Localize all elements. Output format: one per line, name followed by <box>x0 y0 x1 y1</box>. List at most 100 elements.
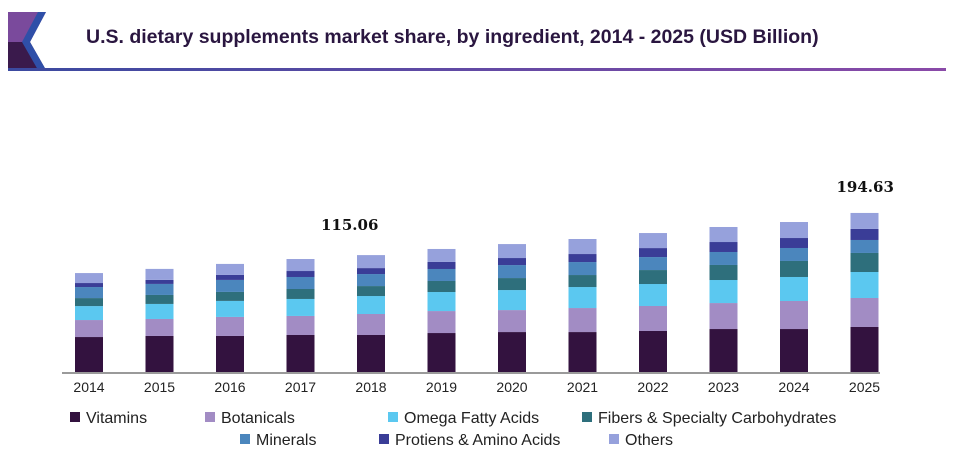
bar-segment-botanicals-2015 <box>145 318 174 336</box>
bar-segment-minerals-2020 <box>498 265 526 279</box>
bar-segment-omega-fatty-acids-2019 <box>427 292 456 312</box>
legend-item: Fibers & Specialty Carbohydrates <box>582 410 836 428</box>
bar-segment-protiens-amino-acids-2015 <box>145 279 174 284</box>
bar-segment-fibers-specialty-carbohydrates-2018 <box>357 286 385 297</box>
x-tick-label: 2019 <box>426 379 457 395</box>
company-logo <box>8 12 46 70</box>
legend-label: Protiens & Amino Acids <box>395 432 561 449</box>
bar-segment-fibers-specialty-carbohydrates-2014 <box>75 298 103 307</box>
legend-label: Vitamins <box>86 410 148 427</box>
bar-segment-others-2020 <box>498 244 526 259</box>
bar-segment-omega-fatty-acids-2020 <box>498 290 526 311</box>
x-tick-label: 2018 <box>355 379 386 395</box>
bar-segment-minerals-2015 <box>145 283 174 295</box>
bar-segment-protiens-amino-acids-2024 <box>780 238 808 248</box>
legend-item: Vitamins <box>70 410 147 428</box>
bar-segment-omega-fatty-acids-2015 <box>145 303 174 319</box>
annotations: 115.06 194.63 <box>321 178 894 234</box>
bar-segment-fibers-specialty-carbohydrates-2017 <box>286 288 315 299</box>
bar-segment-omega-fatty-acids-2025 <box>850 272 879 298</box>
bar-segment-omega-fatty-acids-2018 <box>357 296 385 314</box>
legend-swatch <box>70 412 80 422</box>
bar-segment-others-2019 <box>427 248 456 262</box>
bar-segment-omega-fatty-acids-2017 <box>286 298 315 316</box>
bar-segment-omega-fatty-acids-2014 <box>75 306 103 321</box>
legend-label: Others <box>625 432 674 449</box>
bar-segment-omega-fatty-acids-2021 <box>568 287 597 309</box>
legend-item: Others <box>609 432 673 450</box>
bar-segment-botanicals-2017 <box>286 315 315 335</box>
bar-segment-vitamins-2021 <box>568 332 597 372</box>
bar-segment-vitamins-2019 <box>427 333 456 372</box>
bar-segment-vitamins-2023 <box>709 329 738 372</box>
bar-segment-protiens-amino-acids-2021 <box>568 254 597 263</box>
x-tick-label: 2024 <box>778 379 809 395</box>
legend-item: Botanicals <box>205 410 295 428</box>
stacked-bar-chart: 2014 2015 2016 2017 2018 2019 2020 2021 2022 2023… <box>62 178 894 395</box>
bar-segment-protiens-amino-acids-2025 <box>850 228 879 240</box>
bar-segment-protiens-amino-acids-2019 <box>427 261 456 269</box>
bar-segment-botanicals-2021 <box>568 308 597 333</box>
bar-segment-others-2015 <box>145 268 174 280</box>
bar-segment-minerals-2023 <box>709 251 738 265</box>
legend-swatch <box>609 434 619 444</box>
bar-segment-vitamins-2020 <box>498 332 526 372</box>
bar-segment-others-2014 <box>75 273 103 284</box>
bar-segment-protiens-amino-acids-2014 <box>75 283 103 288</box>
bar-segment-others-2025 <box>850 212 879 229</box>
legend-item: Protiens & Amino Acids <box>379 432 560 450</box>
x-tick-label: 2020 <box>496 379 527 395</box>
bar-segment-fibers-specialty-carbohydrates-2023 <box>709 264 738 281</box>
bar-segment-vitamins-2016 <box>216 335 244 372</box>
title-divider <box>8 68 946 71</box>
bar-segment-vitamins-2017 <box>286 334 315 372</box>
bar-segment-omega-fatty-acids-2022 <box>639 284 667 306</box>
bar-segment-botanicals-2024 <box>780 301 808 330</box>
bar-segment-fibers-specialty-carbohydrates-2015 <box>145 294 174 304</box>
x-tick-label: 2023 <box>708 379 739 395</box>
bar-segment-fibers-specialty-carbohydrates-2021 <box>568 275 597 288</box>
bar-segment-botanicals-2025 <box>850 297 879 327</box>
bar-segment-botanicals-2019 <box>427 311 456 334</box>
bar-segment-omega-fatty-acids-2016 <box>216 300 244 317</box>
bar-segment-vitamins-2024 <box>780 329 808 372</box>
bar-segment-vitamins-2015 <box>145 335 174 372</box>
bar-segment-others-2017 <box>286 259 315 272</box>
bar-segment-fibers-specialty-carbohydrates-2022 <box>639 270 667 285</box>
bar-segment-others-2024 <box>780 222 808 239</box>
bar-segment-botanicals-2020 <box>498 310 526 333</box>
bar-segment-protiens-amino-acids-2022 <box>639 248 667 258</box>
bar-segment-protiens-amino-acids-2018 <box>357 268 385 275</box>
x-tick-label: 2025 <box>849 379 880 395</box>
bar-segment-vitamins-2022 <box>639 330 667 372</box>
bar-segment-botanicals-2018 <box>357 313 385 335</box>
bar-segment-others-2023 <box>709 226 738 243</box>
x-tick-label: 2014 <box>73 379 104 395</box>
bar-segment-botanicals-2023 <box>709 303 738 330</box>
bars-group <box>75 212 879 372</box>
bar-segment-others-2016 <box>216 263 244 275</box>
bar-segment-fibers-specialty-carbohydrates-2016 <box>216 291 244 301</box>
bar-segment-minerals-2021 <box>568 262 597 276</box>
x-tick-label: 2015 <box>144 379 175 395</box>
bar-segment-botanicals-2016 <box>216 316 244 336</box>
bar-segment-others-2018 <box>357 255 385 269</box>
bar-segment-protiens-amino-acids-2016 <box>216 274 244 280</box>
legend-swatch <box>582 412 592 422</box>
bar-segment-botanicals-2014 <box>75 320 103 338</box>
bar-segment-protiens-amino-acids-2023 <box>709 242 738 252</box>
bar-segment-minerals-2016 <box>216 279 244 292</box>
bar-segment-omega-fatty-acids-2024 <box>780 276 808 302</box>
bar-segment-fibers-specialty-carbohydrates-2025 <box>850 252 879 273</box>
legend-swatch <box>240 434 250 444</box>
legend-swatch <box>205 412 215 422</box>
bar-segment-others-2021 <box>568 239 597 255</box>
bar-segment-protiens-amino-acids-2017 <box>286 271 315 277</box>
x-tick-label: 2016 <box>214 379 245 395</box>
legend-label: Minerals <box>256 432 317 449</box>
total-value-label: 194.63 <box>837 178 894 196</box>
legend-item: Omega Fatty Acids <box>388 410 539 428</box>
x-tick-label: 2017 <box>285 379 316 395</box>
bar-segment-vitamins-2025 <box>850 326 879 372</box>
bar-segment-minerals-2018 <box>357 274 385 287</box>
